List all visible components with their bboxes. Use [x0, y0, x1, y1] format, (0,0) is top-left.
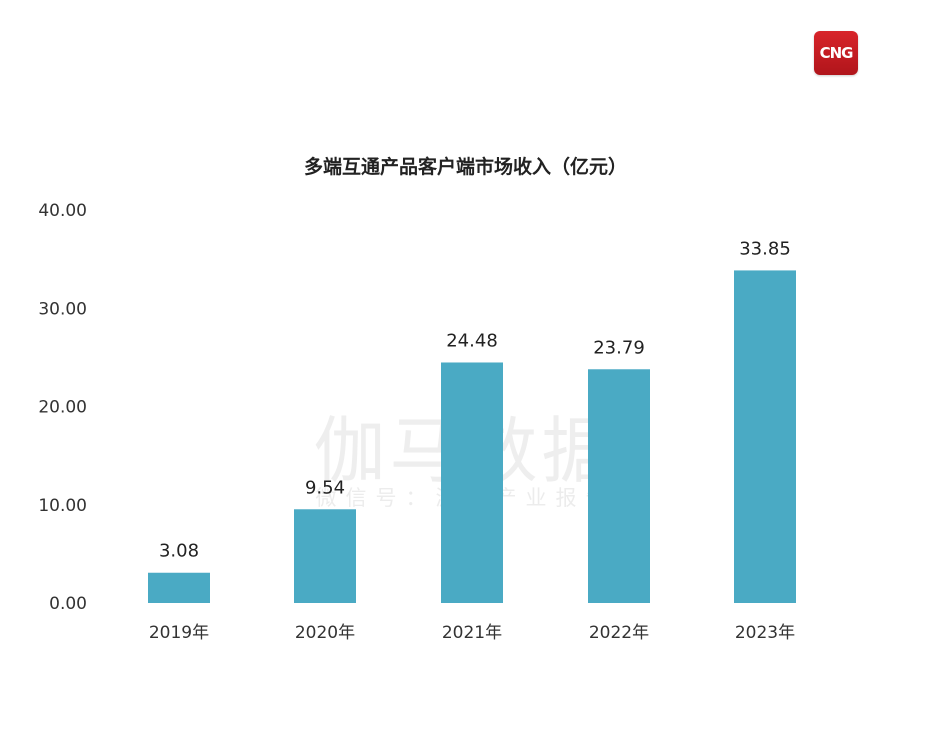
bar-value-label: 3.08	[159, 541, 199, 562]
bar	[734, 270, 796, 603]
x-category-label: 2022年	[589, 623, 649, 643]
bar-value-label: 23.79	[593, 337, 645, 358]
chart-title: 多端互通产品客户端市场收入（亿元）	[303, 156, 627, 178]
cng-logo: CNG	[814, 31, 858, 75]
bar	[588, 369, 650, 603]
bar	[441, 362, 503, 603]
x-category-label: 2023年	[735, 623, 795, 643]
y-tick-label: 0.00	[49, 594, 87, 614]
bar	[294, 509, 356, 603]
x-category-label: 2020年	[295, 623, 355, 643]
y-tick-label: 10.00	[38, 496, 87, 516]
bar	[148, 572, 210, 603]
x-category-label: 2021年	[442, 623, 502, 643]
bar-value-label: 24.48	[446, 330, 498, 351]
y-tick-label: 30.00	[38, 299, 87, 319]
bar-value-label: 33.85	[739, 238, 791, 259]
x-category-label: 2019年	[149, 623, 209, 643]
y-tick-label: 40.00	[38, 201, 87, 221]
y-tick-label: 20.00	[38, 398, 87, 418]
bar-value-label: 9.54	[305, 477, 345, 498]
